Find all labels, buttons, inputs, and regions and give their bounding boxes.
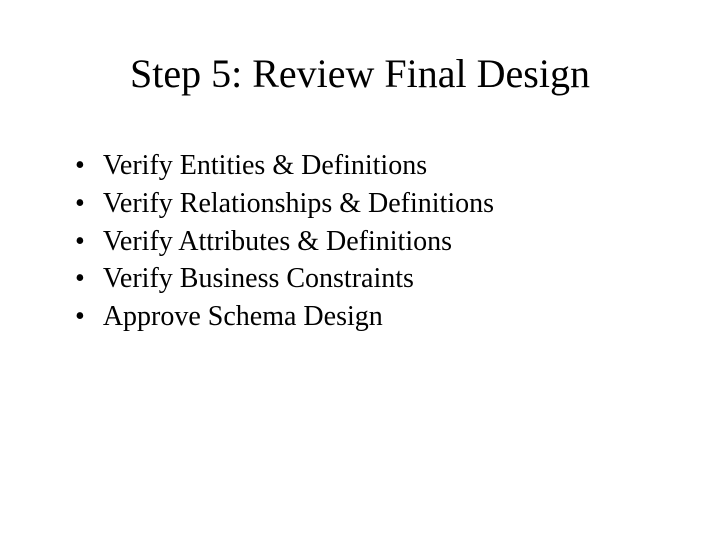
bullet-text: Verify Entities & Definitions: [103, 147, 660, 185]
list-item: • Verify Relationships & Definitions: [75, 185, 660, 223]
list-item: • Verify Attributes & Definitions: [75, 223, 660, 261]
list-item: • Verify Entities & Definitions: [75, 147, 660, 185]
bullet-icon: •: [75, 223, 85, 261]
slide-title: Step 5: Review Final Design: [60, 50, 660, 97]
bullet-text: Approve Schema Design: [103, 298, 660, 336]
bullet-icon: •: [75, 260, 85, 298]
bullet-text: Verify Relationships & Definitions: [103, 185, 660, 223]
slide-container: Step 5: Review Final Design • Verify Ent…: [0, 0, 720, 540]
bullet-text: Verify Business Constraints: [103, 260, 660, 298]
bullet-list: • Verify Entities & Definitions • Verify…: [60, 147, 660, 336]
bullet-text: Verify Attributes & Definitions: [103, 223, 660, 261]
bullet-icon: •: [75, 298, 85, 336]
bullet-icon: •: [75, 185, 85, 223]
list-item: • Approve Schema Design: [75, 298, 660, 336]
bullet-icon: •: [75, 147, 85, 185]
list-item: • Verify Business Constraints: [75, 260, 660, 298]
